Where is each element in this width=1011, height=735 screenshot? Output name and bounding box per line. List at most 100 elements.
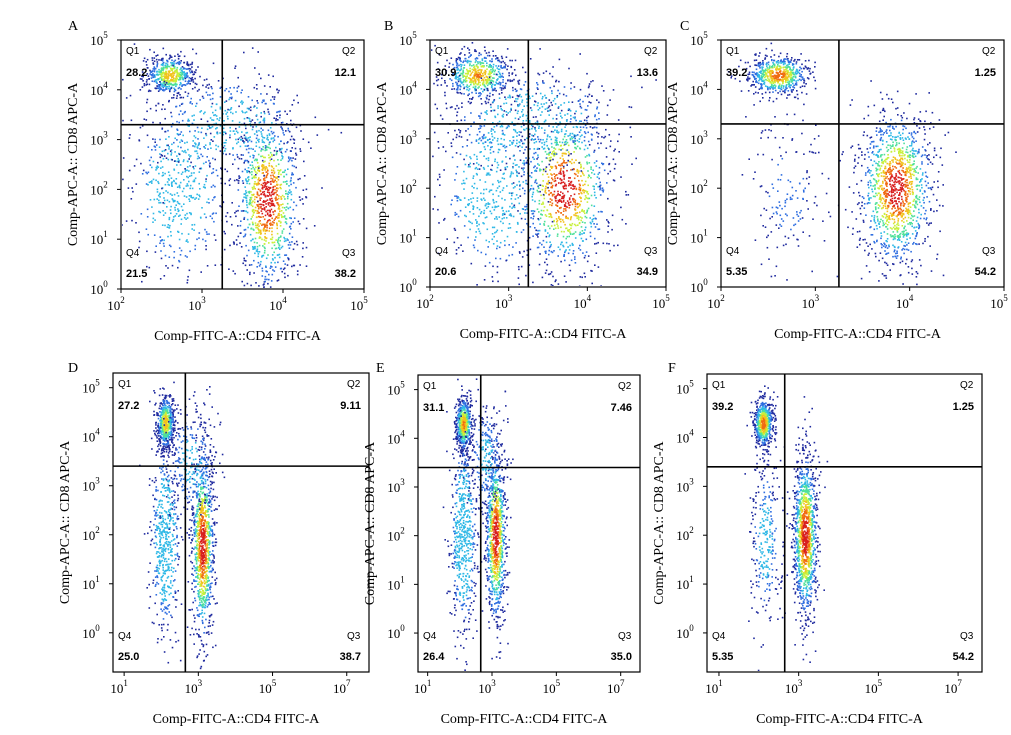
event-point xyxy=(526,249,529,252)
event-point xyxy=(243,117,246,120)
event-point xyxy=(542,168,545,171)
event-point xyxy=(190,196,192,198)
event-point xyxy=(285,206,288,208)
event-point xyxy=(146,73,149,75)
event-point xyxy=(537,163,539,165)
event-point xyxy=(193,71,196,73)
event-point xyxy=(754,86,757,88)
event-point xyxy=(147,184,149,186)
event-point xyxy=(613,167,616,170)
event-point xyxy=(551,193,554,196)
event-point xyxy=(582,211,585,213)
event-point xyxy=(575,188,578,191)
event-point xyxy=(468,93,470,95)
event-point xyxy=(252,246,254,248)
event-point xyxy=(244,235,246,237)
event-point xyxy=(300,130,302,132)
event-point xyxy=(557,209,559,212)
event-point xyxy=(155,55,157,57)
quadrant-q2-label: Q2 xyxy=(644,46,658,57)
event-point xyxy=(201,127,203,129)
event-point xyxy=(586,154,588,157)
event-point xyxy=(473,78,476,80)
event-point xyxy=(187,82,190,85)
event-point xyxy=(274,185,276,188)
event-point xyxy=(471,222,473,225)
event-point xyxy=(496,161,499,164)
event-point xyxy=(783,75,786,77)
event-point xyxy=(238,177,240,179)
event-point xyxy=(586,122,589,124)
event-point xyxy=(478,230,481,233)
event-point xyxy=(239,232,242,234)
event-point xyxy=(584,183,586,186)
event-point xyxy=(251,173,253,176)
event-point xyxy=(258,73,260,75)
event-point xyxy=(475,57,478,59)
event-point xyxy=(572,188,574,190)
event-point xyxy=(488,190,491,193)
event-point xyxy=(497,195,500,197)
event-point xyxy=(598,171,601,174)
event-point xyxy=(278,236,280,239)
event-point xyxy=(222,152,224,155)
event-point xyxy=(266,226,268,229)
event-point xyxy=(578,162,581,164)
event-point xyxy=(261,275,264,277)
event-point xyxy=(532,210,534,212)
event-point xyxy=(194,130,196,132)
event-point xyxy=(174,215,177,217)
event-point xyxy=(486,84,489,87)
event-point xyxy=(482,74,485,77)
event-point xyxy=(537,72,539,75)
event-point xyxy=(587,176,589,179)
event-point xyxy=(228,98,230,101)
event-point xyxy=(759,100,761,103)
event-point xyxy=(514,88,517,90)
event-point xyxy=(538,73,541,76)
event-point xyxy=(576,134,579,136)
event-point xyxy=(791,72,793,74)
event-point xyxy=(497,71,500,73)
event-point xyxy=(579,196,581,198)
event-point xyxy=(545,215,548,217)
event-point xyxy=(151,80,154,82)
event-point xyxy=(485,216,488,218)
event-point xyxy=(489,80,492,82)
event-point xyxy=(583,174,585,177)
event-point xyxy=(506,126,509,129)
event-point xyxy=(529,107,532,109)
event-point xyxy=(167,306,169,308)
event-point xyxy=(496,218,498,220)
event-point xyxy=(179,62,182,64)
event-point xyxy=(491,133,493,135)
event-point xyxy=(483,146,486,148)
event-point xyxy=(501,189,504,192)
event-point xyxy=(250,218,252,220)
event-point xyxy=(484,69,486,72)
event-point xyxy=(504,64,507,66)
event-point xyxy=(551,195,554,197)
event-point xyxy=(263,239,266,241)
event-point xyxy=(286,192,288,195)
event-point xyxy=(146,208,149,211)
event-point xyxy=(595,197,597,199)
event-point xyxy=(549,159,552,162)
event-point xyxy=(456,84,459,87)
event-point xyxy=(183,73,186,76)
event-point xyxy=(207,125,210,127)
event-point xyxy=(469,55,472,57)
event-point xyxy=(276,222,278,225)
event-point xyxy=(487,205,490,208)
event-point xyxy=(785,58,787,60)
event-point xyxy=(562,173,565,175)
event-point xyxy=(466,84,468,86)
event-point xyxy=(265,187,268,190)
event-point xyxy=(167,191,169,194)
event-point xyxy=(187,124,189,127)
event-point xyxy=(292,173,294,176)
event-point xyxy=(274,179,276,182)
event-point xyxy=(176,200,179,203)
event-point xyxy=(275,216,277,218)
event-point xyxy=(187,80,189,83)
